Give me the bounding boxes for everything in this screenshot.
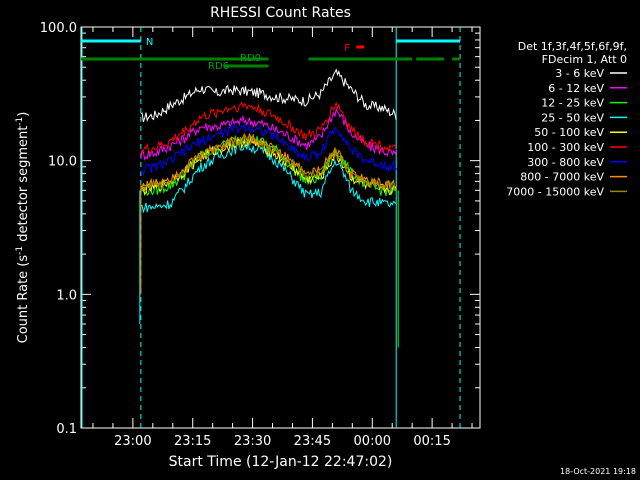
flare-flag-label: F	[344, 43, 350, 54]
x-tick-label: 23:00	[114, 434, 151, 449]
y-axis-label-superscript: -1	[15, 246, 25, 255]
legend-entry-label: 7000 - 15000 keV	[506, 185, 604, 198]
legend-header-2: FDecim 1, Att 0	[542, 53, 627, 66]
y-axis-label-superscript: -1	[15, 117, 25, 126]
x-tick-label: 23:30	[234, 434, 271, 449]
series-line-5	[140, 101, 397, 155]
rd0-flag-label: RD0	[240, 53, 261, 64]
y-tick-label: 10.0	[48, 155, 77, 170]
legend-entry-label: 3 - 6 keV	[555, 67, 604, 80]
y-tick-label: 1.0	[56, 288, 77, 303]
y-tick-label: 100.0	[40, 21, 77, 36]
legend-entry-label: 12 - 25 keV	[541, 97, 604, 110]
plot-frame	[80, 26, 481, 429]
y-axis-label: Count Rate (s-1 detector segment-1)	[15, 112, 31, 344]
legend-entry-label: 800 - 7000 keV	[520, 171, 604, 184]
x-tick-label: 23:15	[174, 434, 211, 449]
legend-entry-label: 6 - 12 keV	[548, 82, 604, 95]
x-axis-label: Start Time (12-Jan-12 22:47:02)	[169, 454, 393, 470]
series-line-0	[140, 68, 397, 122]
x-tick-label: 00:00	[354, 434, 391, 449]
series-line-8	[140, 133, 397, 192]
chart-title: RHESSI Count Rates	[210, 5, 351, 21]
legend-entry-label: 25 - 50 keV	[541, 111, 604, 124]
timestamp: 18-Oct-2021 19:18	[560, 467, 636, 476]
legend-entry-label: 50 - 100 keV	[534, 126, 604, 139]
series-line-6	[140, 122, 397, 177]
series-line-2	[140, 135, 397, 197]
night-flag-label: N	[146, 37, 153, 48]
x-tick-label: 23:45	[294, 434, 331, 449]
y-axis-label-part: )	[16, 112, 31, 117]
y-axis-label-part: Count Rate (s	[16, 255, 31, 344]
y-axis-label-part: detector segment	[16, 126, 31, 246]
legend-entry-label: 100 - 300 keV	[527, 141, 604, 154]
y-tick-label: 0.1	[56, 422, 77, 437]
series-line-3	[140, 141, 397, 214]
rd6-flag-label: RD6	[208, 61, 229, 72]
legend-header-1: Det 1f,3f,4f,5f,6f,9f,	[518, 40, 627, 53]
legend-entry-label: 300 - 800 keV	[527, 156, 604, 169]
x-tick-label: 00:15	[413, 434, 450, 449]
